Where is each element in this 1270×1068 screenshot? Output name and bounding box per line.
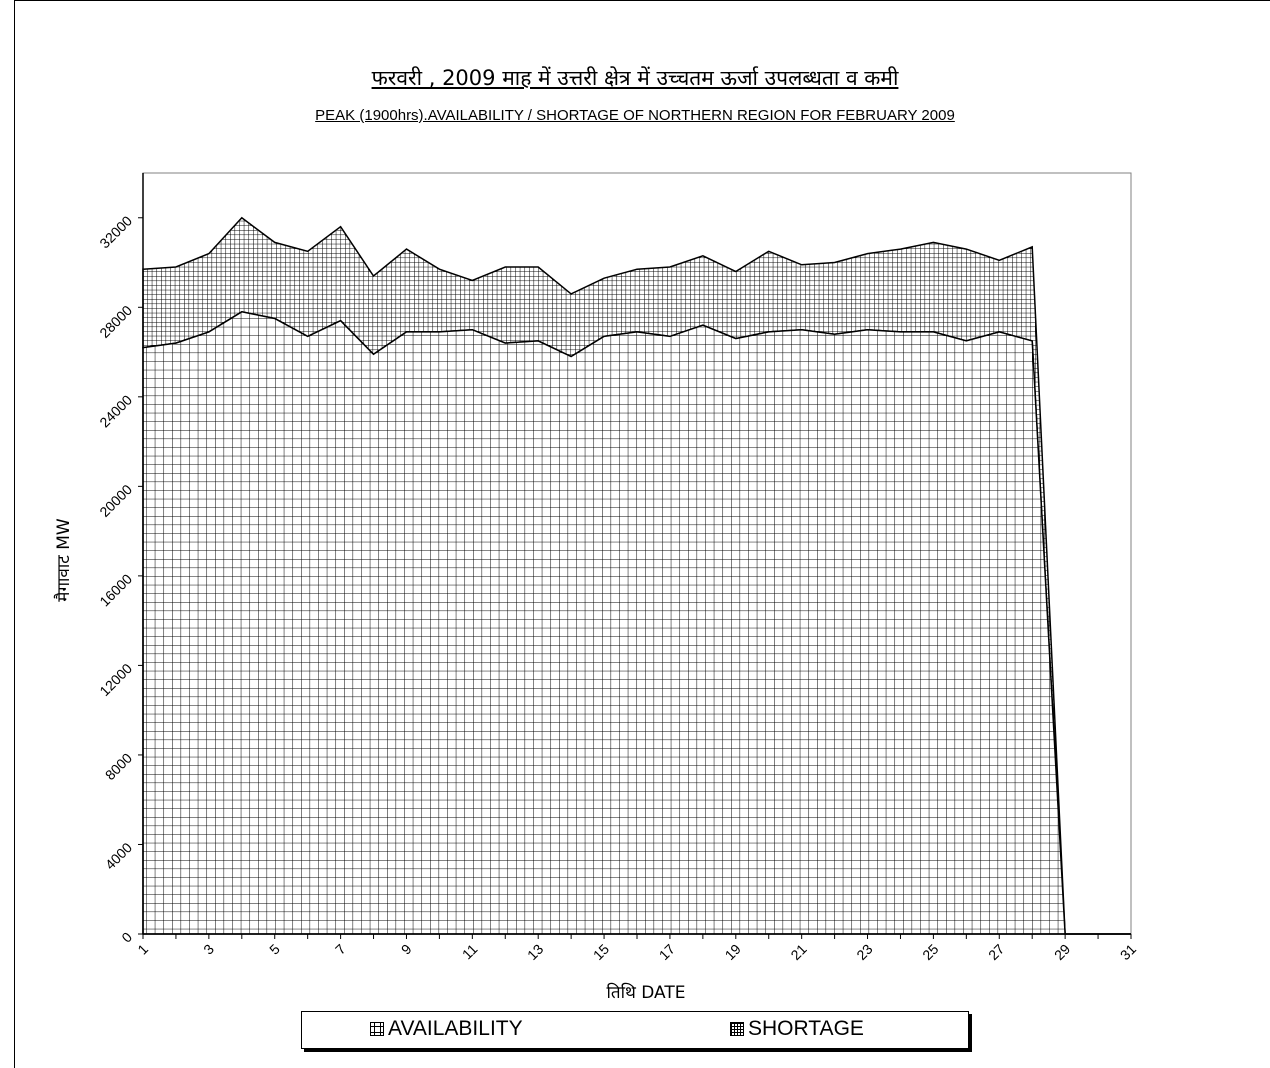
y-axis-label: मैगावाट MW xyxy=(53,518,74,602)
chart-legend: AVAILABILITY SHORTAGE xyxy=(301,1011,969,1049)
x-tick-label: 29 xyxy=(1051,941,1073,963)
x-tick-label: 9 xyxy=(398,941,415,958)
y-tick-label: 16000 xyxy=(96,571,135,610)
x-tick-label: 11 xyxy=(459,941,481,963)
chart-frame xyxy=(14,0,1270,1068)
y-tick-label: 24000 xyxy=(96,391,135,430)
x-tick-label: 23 xyxy=(853,941,875,963)
y-tick-label: 12000 xyxy=(96,660,135,699)
x-tick-label: 31 xyxy=(1117,941,1139,963)
x-tick-label: 19 xyxy=(722,941,744,963)
y-tick-label: 8000 xyxy=(102,750,135,783)
y-tick-label: 28000 xyxy=(96,302,135,341)
chart-area: 040008000120001600020000240002800032000 … xyxy=(53,172,1139,1003)
availability-swatch-icon xyxy=(370,1022,384,1036)
x-tick-label: 15 xyxy=(590,941,612,963)
x-tick-label: 3 xyxy=(200,941,217,958)
legend-item-availability: AVAILABILITY xyxy=(370,1017,523,1041)
x-tick-label: 13 xyxy=(524,941,546,963)
y-tick-label: 4000 xyxy=(102,839,135,872)
legend-item-shortage: SHORTAGE xyxy=(730,1017,864,1041)
y-tick-label: 0 xyxy=(118,929,135,946)
shortage-swatch-icon xyxy=(730,1022,744,1036)
x-tick-label: 1 xyxy=(134,941,151,958)
legend-label-availability: AVAILABILITY xyxy=(388,1017,523,1040)
chart-title-hindi: फरवरी , 2009 माह में उत्तरी क्षेत्र में … xyxy=(371,66,899,90)
x-tick-label: 27 xyxy=(985,941,1007,963)
y-tick-label: 20000 xyxy=(96,481,135,520)
x-tick-label: 5 xyxy=(266,941,283,958)
x-tick-label: 25 xyxy=(919,941,941,963)
availability-area xyxy=(142,311,1131,935)
x-tick-label: 7 xyxy=(332,941,349,958)
y-tick-label: 32000 xyxy=(96,212,135,251)
x-tick-label: 21 xyxy=(787,941,809,963)
x-tick-label: 17 xyxy=(656,941,678,963)
legend-label-shortage: SHORTAGE xyxy=(748,1017,864,1040)
chart-title-english: PEAK (1900hrs).AVAILABILITY / SHORTAGE O… xyxy=(315,107,955,124)
x-axis-label: तिथि DATE xyxy=(607,982,686,1003)
